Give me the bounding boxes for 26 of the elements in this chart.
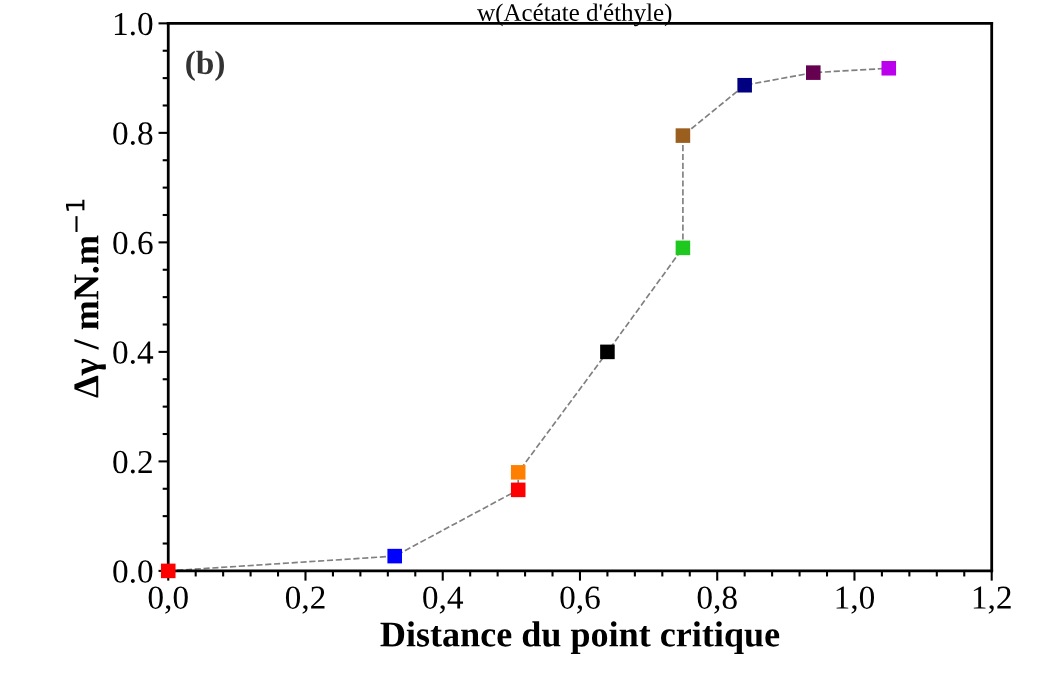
point	[806, 65, 821, 80]
x-tick-label: 0,4	[423, 586, 464, 614]
y-tick-label: 0.4	[113, 341, 154, 364]
x-tick-label: 0,2	[285, 586, 325, 614]
x-tick-label: 0,8	[697, 586, 737, 614]
point	[881, 60, 897, 76]
y-tick-label: 0.6	[113, 231, 153, 255]
y-axis-title: Δγ / mN.m$^{−1}$	[65, 199, 106, 398]
x-tick-label: 0,0	[148, 586, 188, 614]
annotation: (b)	[186, 50, 224, 81]
point	[600, 344, 615, 360]
y-tick-label: 0.2	[113, 450, 152, 474]
point	[737, 77, 752, 93]
point	[675, 240, 691, 256]
y-tick-label: 1.0	[114, 12, 153, 36]
point	[675, 128, 691, 143]
x-tick-label: 1,2	[973, 586, 1011, 614]
x-tick-label: 1,0	[836, 586, 875, 614]
y-tick-label: 0.0	[113, 560, 153, 583]
annotation: w(Acétate d'éthyle)	[477, 3, 672, 27]
point	[387, 548, 402, 564]
x-tick-label: 0,6	[560, 586, 600, 614]
point	[510, 482, 526, 498]
x-axis-title: Distance du point critique	[380, 621, 780, 655]
y-tick-label: 0.8	[113, 122, 153, 145]
point	[510, 465, 526, 480]
